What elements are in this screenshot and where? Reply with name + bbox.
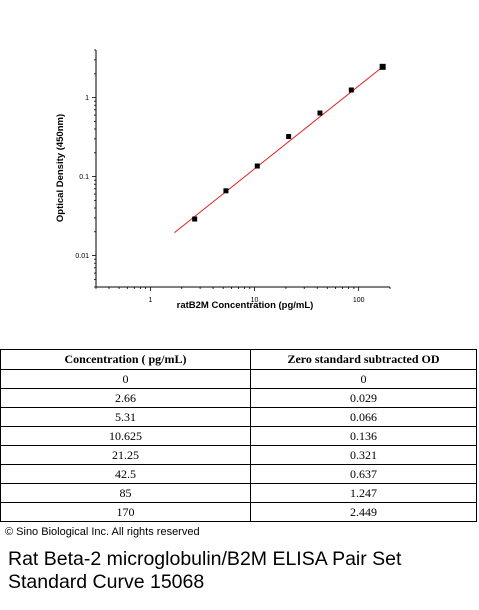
data-point [286, 134, 292, 140]
x-axis-label: ratB2M Concentration (pg/mL) [177, 300, 314, 311]
od-cell: 0.136 [250, 426, 477, 446]
figure-caption: Rat Beta-2 microglobulin/B2M ELISA Pair … [8, 548, 478, 594]
y-tick-label: 1 [85, 95, 89, 102]
y-tick-label: 0.01 [75, 253, 89, 260]
y-axis: 0.01 0.1 1 [75, 49, 97, 288]
data-point [379, 63, 386, 70]
table-row: 5.31 0.066 [0, 407, 477, 427]
concentration-cell: 170 [0, 502, 251, 522]
caption-line-2: Standard Curve 15068 [8, 571, 205, 593]
od-cell: 1.247 [250, 483, 477, 503]
concentration-cell: 21.25 [0, 445, 251, 465]
concentration-cell: 85 [0, 483, 251, 503]
data-point [254, 163, 260, 169]
table-row: 85 1.247 [0, 483, 477, 503]
y-axis-label: Optical Density (450nm) [55, 114, 66, 222]
table-row: 2.66 0.029 [0, 388, 477, 408]
table-body: 0 0 2.66 0.029 5.31 0.066 10.625 0.136 21.25 0.32… [0, 369, 477, 522]
data-point [223, 188, 229, 194]
concentration-cell: 2.66 [0, 388, 251, 408]
x-tick-label: 10 [251, 297, 259, 304]
od-cell: 0.029 [250, 388, 477, 408]
concentration-cell: 5.31 [0, 407, 251, 427]
data-point [317, 110, 323, 116]
fit-line [174, 66, 383, 234]
od-cell: 0 [250, 369, 477, 389]
concentration-header: Concentration ( pg/mL) [0, 349, 251, 370]
data-point [192, 216, 198, 222]
od-cell: 0.066 [250, 407, 477, 427]
x-tick-label: 1 [148, 297, 152, 304]
table-row: 170 2.449 [0, 502, 477, 522]
x-tick-label: 100 [353, 297, 365, 304]
od-cell: 0.321 [250, 445, 477, 465]
x-axis: 1 10 100 [95, 286, 391, 304]
table-row: 21.25 0.321 [0, 445, 477, 465]
caption-line-1: Rat Beta-2 microglobulin/B2M ELISA Pair … [8, 548, 402, 570]
concentration-cell: 42.5 [0, 464, 251, 484]
concentration-cell: 0 [0, 369, 251, 389]
table-row: 10.625 0.136 [0, 426, 477, 446]
fit-line-group [174, 66, 383, 234]
standard-curve-chart: 0.01 0.1 1 1 10 100 ratB2M Concentration (pg… [55, 49, 391, 311]
table-header-row: Concentration ( pg/mL) Zero standard sub… [0, 349, 477, 370]
od-cell: 0.637 [250, 464, 477, 484]
y-tick-label: 0.1 [79, 174, 89, 181]
data-points [192, 63, 386, 222]
concentration-cell: 10.625 [0, 426, 251, 446]
standard-data-table: Concentration ( pg/mL) Zero standard sub… [0, 349, 477, 522]
table-row: 42.5 0.637 [0, 464, 477, 484]
copyright-notice: © Sino Biological Inc. All rights reserv… [5, 526, 200, 538]
od-header: Zero standard subtracted OD [250, 349, 477, 370]
data-point [348, 87, 354, 93]
od-cell: 2.449 [250, 502, 477, 522]
